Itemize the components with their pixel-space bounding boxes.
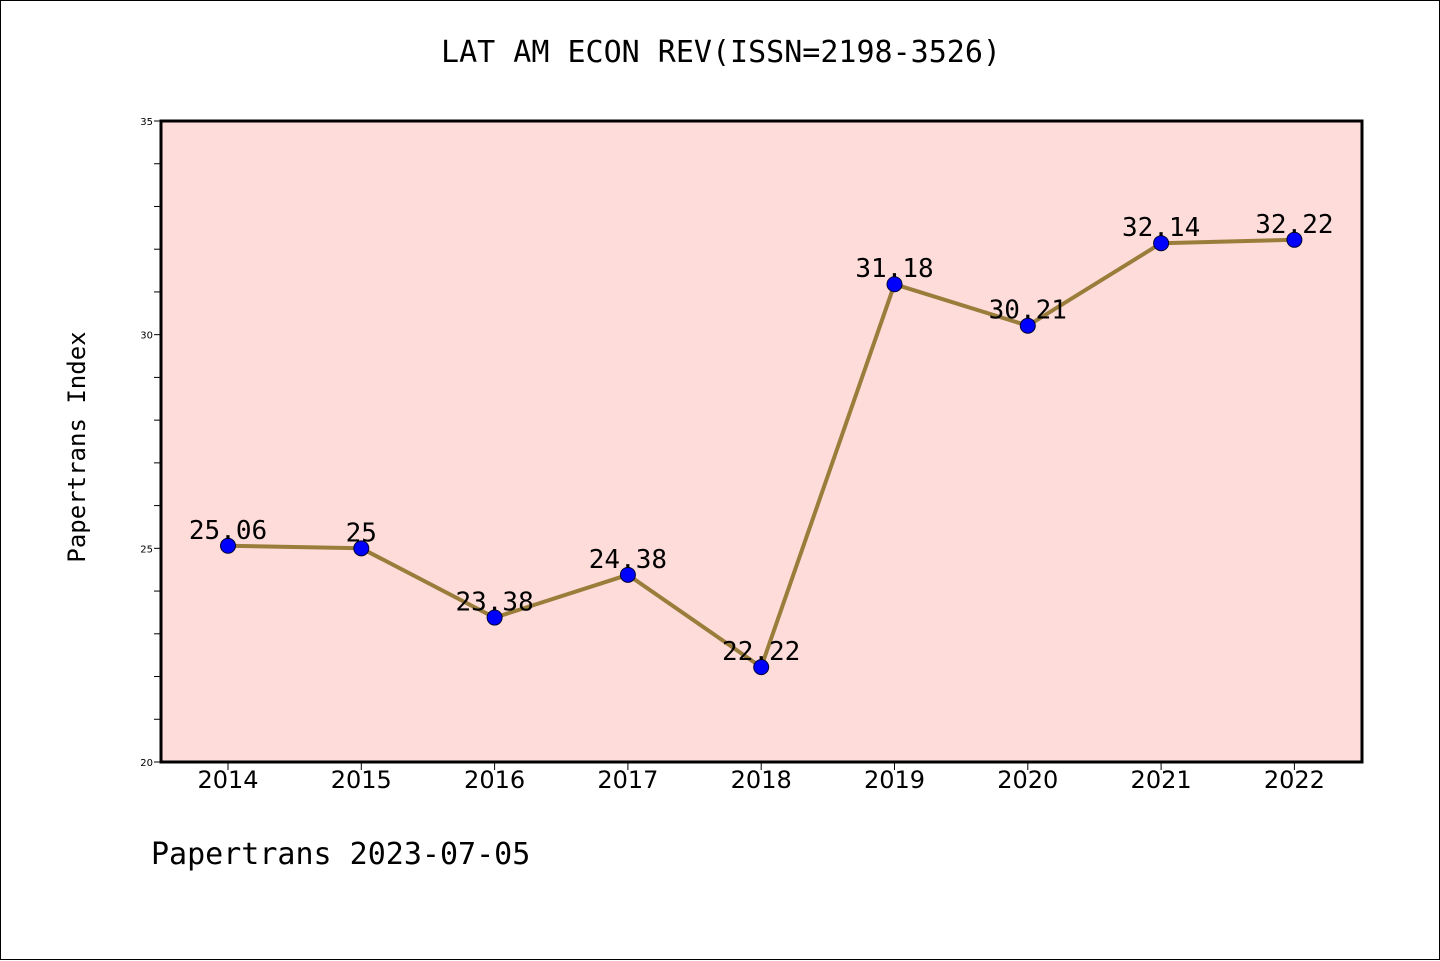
data-point [1286, 231, 1303, 248]
x-tick-label: 2014 [197, 766, 258, 794]
data-point [619, 566, 636, 583]
x-tick-label: 2016 [464, 766, 525, 794]
data-point [753, 659, 770, 676]
data-label: 24.38 [589, 545, 667, 575]
data-label: 30.21 [989, 296, 1067, 326]
data-label: 25 [346, 518, 377, 548]
data-point [1019, 317, 1036, 334]
y-tick-label: 30 [140, 331, 153, 342]
x-tick-label: 2022 [1264, 766, 1325, 794]
x-tick-label: 2017 [597, 766, 658, 794]
data-point [1153, 235, 1170, 252]
data-label: 25.06 [189, 516, 267, 546]
y-tick-label: 35 [140, 117, 153, 128]
x-tick-label: 2019 [864, 766, 925, 794]
plot-area [161, 121, 1362, 762]
data-point [220, 537, 236, 554]
data-label: 22.22 [722, 637, 800, 667]
y-tick-label: 20 [140, 758, 153, 769]
footer-date: Papertrans 2023-07-05 [151, 837, 531, 872]
data-point [886, 276, 903, 293]
chart-title: LAT AM ECON REV(ISSN=2198-3526) [441, 35, 1001, 70]
data-label: 23.38 [455, 588, 533, 618]
data-point [486, 609, 503, 626]
data-label: 31.18 [855, 254, 933, 284]
data-point [353, 540, 370, 557]
data-label: 32.14 [1122, 213, 1200, 243]
x-tick-label: 2015 [331, 766, 392, 794]
x-tick-label: 2021 [1131, 766, 1192, 794]
x-tick-label: 2018 [731, 766, 792, 794]
data-label: 32.22 [1255, 210, 1333, 240]
plot-frame [159, 119, 1364, 764]
y-tick-label: 25 [140, 544, 153, 555]
x-tick-label: 2020 [997, 766, 1058, 794]
